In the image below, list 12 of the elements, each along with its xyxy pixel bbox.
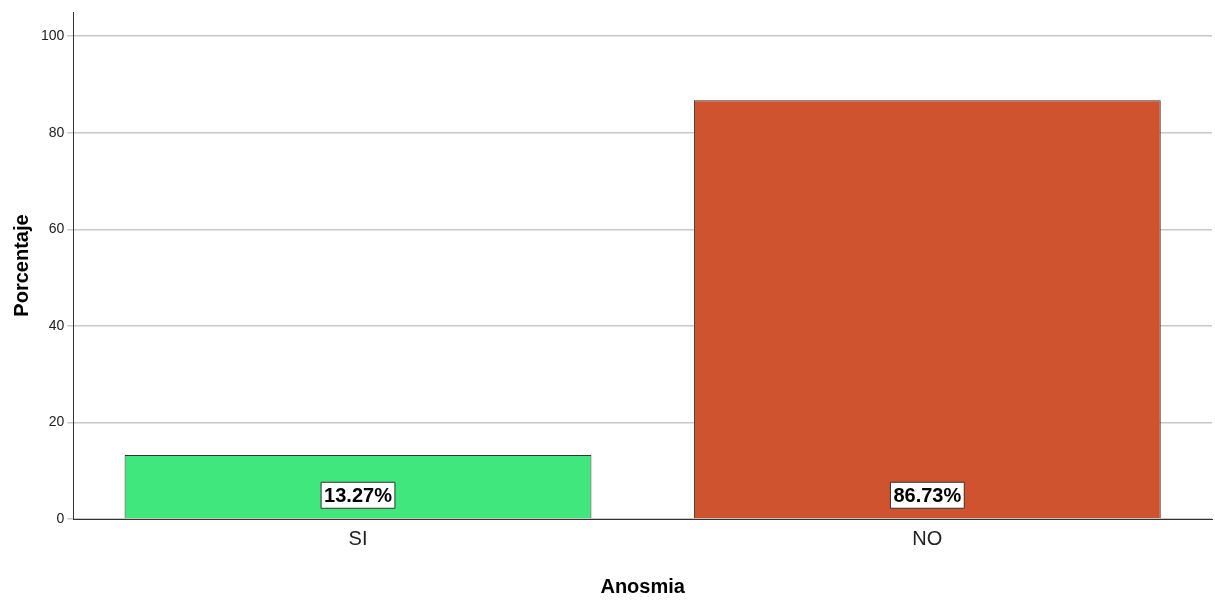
y-tick-label: 20 (48, 413, 65, 430)
y-tick-label: 80 (48, 123, 65, 140)
data-label: 86.73% (893, 483, 962, 506)
y-axis-title: Porcentaje (9, 214, 32, 317)
y-tick-label: 0 (56, 509, 65, 526)
data-label: 13.27% (324, 483, 393, 506)
x-axis-title: Anosmia (600, 574, 686, 597)
x-tick-label: SI (348, 526, 368, 549)
y-tick-label: 60 (48, 220, 65, 237)
y-tick-label: 100 (41, 27, 65, 43)
x-tick-label: NO (912, 526, 943, 549)
y-tick-label: 40 (48, 316, 65, 333)
